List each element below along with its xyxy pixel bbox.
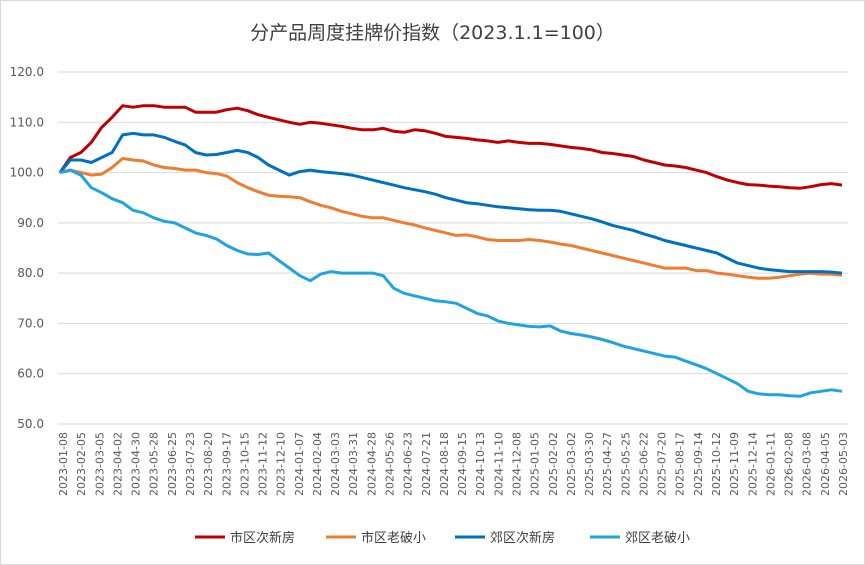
x-tick-label: 2024-03-31 [347,432,360,496]
x-tick-label: 2025-01-05 [529,432,542,496]
x-tick-label: 2025-03-02 [565,432,578,496]
x-tick-label: 2023-02-05 [75,432,88,496]
x-tick-label: 2025-02-02 [547,432,560,496]
x-tick-label: 2025-09-14 [692,432,705,496]
x-tick-label: 2023-04-30 [130,432,143,496]
x-tick-label: 2024-02-04 [311,432,324,496]
x-tick-label: 2024-04-28 [365,432,378,496]
x-tick-label: 2026-04-05 [819,432,832,496]
y-tick-label: 110.0 [10,115,44,129]
x-tick-label: 2023-04-02 [111,432,124,496]
legend-label: 郊区老破小 [625,530,690,546]
x-tick-label: 2025-08-17 [674,432,687,496]
legend-label: 郊区次新房 [490,530,555,546]
x-tick-label: 2026-05-03 [837,432,850,496]
x-tick-label: 2025-06-22 [637,432,650,496]
y-tick-label: 70.0 [17,316,44,330]
x-tick-label: 2024-11-10 [492,432,505,496]
series-line [59,157,843,280]
x-tick-label: 2026-02-08 [783,432,796,496]
x-tick-label: 2025-05-25 [619,432,632,496]
series-line [58,104,843,190]
y-tick-label: 120.0 [10,65,44,79]
series-lines [58,104,843,398]
x-tick-label: 2025-10-12 [710,432,723,496]
chart-title: 分产品周度挂牌价指数（2023.1.1=100） [250,22,615,44]
x-tick-label: 2023-12-10 [275,432,288,496]
x-tick-label: 2024-08-18 [438,432,451,496]
y-axis-ticks: 50.0 60.0 70.0 80.0 90.0 100.0 110.0 120.0 [10,65,44,431]
x-tick-label: 2024-10-13 [474,432,487,496]
y-tick-label: 60.0 [17,367,44,381]
x-tick-label: 2023-08-20 [202,432,215,496]
x-tick-label: 2024-12-08 [510,432,523,496]
series-line [58,131,843,275]
x-tick-label: 2023-07-23 [184,432,197,496]
x-tick-label: 2024-01-07 [293,432,306,496]
y-tick-label: 80.0 [17,266,44,280]
x-tick-label: 2024-03-03 [329,432,342,496]
y-tick-label: 50.0 [17,417,44,431]
series-line [59,168,843,398]
x-tick-label: 2023-11-12 [257,432,270,496]
x-tick-label: 2025-03-30 [583,432,596,496]
gridlines [58,71,848,425]
x-tick-label: 2023-06-25 [166,432,179,496]
y-tick-label: 90.0 [17,216,44,230]
x-tick-label: 2025-07-20 [656,432,669,496]
x-tick-label: 2025-04-27 [601,432,614,496]
x-tick-label: 2024-06-23 [402,432,415,496]
x-tick-label: 2024-05-26 [384,432,397,496]
x-tick-label: 2026-03-08 [801,432,814,496]
x-tick-label: 2023-01-08 [57,432,70,496]
legend: 市区次新房 市区老破小 郊区次新房 郊区老破小 [195,530,690,546]
x-tick-label: 2023-09-17 [220,432,233,496]
x-tick-label: 2026-01-11 [764,432,777,496]
x-tick-label: 2025-12-14 [746,432,759,496]
legend-label: 市区老破小 [361,530,426,546]
x-tick-label: 2024-09-15 [456,432,469,496]
x-tick-label: 2023-05-28 [148,432,161,496]
x-tick-label: 2023-03-05 [93,432,106,496]
x-tick-label: 2024-07-21 [420,432,433,496]
x-axis-ticks: 2023-01-08 2023-02-05 2023-03-05 2023-04-02… [57,432,850,496]
x-tick-label: 2025-11-09 [728,432,741,496]
x-tick-label: 2023-10-15 [238,432,251,496]
legend-label: 市区次新房 [230,530,295,546]
y-tick-label: 100.0 [10,166,44,180]
